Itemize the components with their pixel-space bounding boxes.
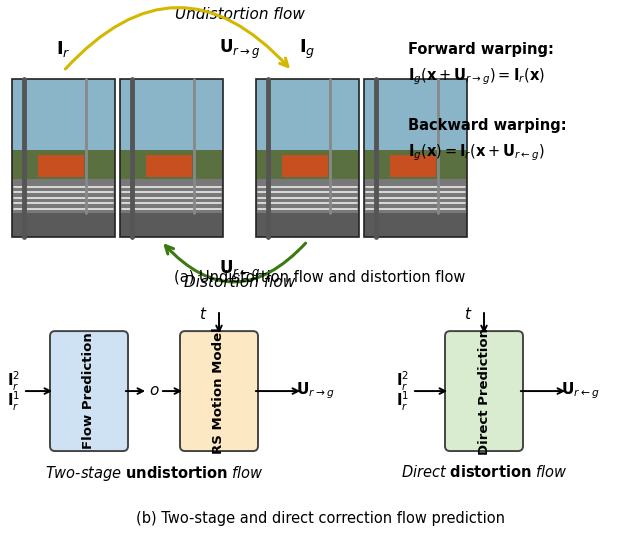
FancyBboxPatch shape xyxy=(12,150,115,178)
Text: $\mathbf{U}_{r\leftarrow g}$: $\mathbf{U}_{r\leftarrow g}$ xyxy=(219,259,260,282)
Text: $t$: $t$ xyxy=(464,306,472,322)
FancyBboxPatch shape xyxy=(146,155,192,177)
FancyBboxPatch shape xyxy=(364,150,467,178)
Text: Flow Prediction: Flow Prediction xyxy=(83,333,95,450)
Text: $\mathbf{I}_g(\mathbf{x})=\mathbf{I}_r(\mathbf{x}+\mathbf{U}_{r\leftarrow g})$: $\mathbf{I}_g(\mathbf{x})=\mathbf{I}_r(\… xyxy=(408,142,545,162)
Text: Distortion flow: Distortion flow xyxy=(184,275,295,290)
Text: $\mathbf{I}_r^2$: $\mathbf{I}_r^2$ xyxy=(7,369,20,393)
Text: $\mathbf{U}_{r\rightarrow g}$: $\mathbf{U}_{r\rightarrow g}$ xyxy=(219,38,260,61)
FancyBboxPatch shape xyxy=(364,213,467,237)
FancyBboxPatch shape xyxy=(120,79,223,150)
Text: Direct Prediction: Direct Prediction xyxy=(477,327,490,455)
Text: Forward warping:: Forward warping: xyxy=(408,42,554,57)
FancyBboxPatch shape xyxy=(364,178,467,213)
Text: $\mathbf{I}_g(\mathbf{x}+\mathbf{U}_{r\rightarrow g})=\mathbf{I}_r(\mathbf{x})$: $\mathbf{I}_g(\mathbf{x}+\mathbf{U}_{r\r… xyxy=(408,66,545,87)
Text: $\mathbf{I}_r^1$: $\mathbf{I}_r^1$ xyxy=(7,390,20,413)
Text: $\mathbf{I}_r^1$: $\mathbf{I}_r^1$ xyxy=(396,390,409,413)
FancyBboxPatch shape xyxy=(38,155,84,177)
Text: RS Motion Model: RS Motion Model xyxy=(212,327,225,455)
Text: $\mathbf{I}_r^2$: $\mathbf{I}_r^2$ xyxy=(396,369,409,393)
Text: $\mathbf{I}_r$: $\mathbf{I}_r$ xyxy=(56,39,71,59)
FancyBboxPatch shape xyxy=(390,155,436,177)
FancyBboxPatch shape xyxy=(120,150,223,178)
Text: (b) Two-stage and direct correction flow prediction: (b) Two-stage and direct correction flow… xyxy=(136,511,504,526)
Text: Direct $\mathit{\mathbf{distortion}}$ flow: Direct $\mathit{\mathbf{distortion}}$ fl… xyxy=(401,464,567,480)
Text: $o$: $o$ xyxy=(148,384,159,398)
FancyBboxPatch shape xyxy=(12,79,115,150)
Text: (a) Undistortion flow and distortion flow: (a) Undistortion flow and distortion flo… xyxy=(174,269,466,284)
Text: $\mathbf{I}_g$: $\mathbf{I}_g$ xyxy=(300,38,316,61)
FancyBboxPatch shape xyxy=(12,213,115,237)
Text: Undistortion flow: Undistortion flow xyxy=(175,7,305,22)
FancyBboxPatch shape xyxy=(50,331,128,451)
Text: Backward warping:: Backward warping: xyxy=(408,118,566,133)
FancyBboxPatch shape xyxy=(180,331,258,451)
FancyBboxPatch shape xyxy=(364,79,467,150)
FancyBboxPatch shape xyxy=(12,178,115,213)
FancyBboxPatch shape xyxy=(120,213,223,237)
FancyBboxPatch shape xyxy=(120,178,223,213)
FancyBboxPatch shape xyxy=(256,150,359,178)
FancyBboxPatch shape xyxy=(445,331,523,451)
Text: $\mathbf{U}_{r\leftarrow g}$: $\mathbf{U}_{r\leftarrow g}$ xyxy=(561,381,599,401)
FancyBboxPatch shape xyxy=(256,79,359,150)
FancyBboxPatch shape xyxy=(256,178,359,213)
FancyBboxPatch shape xyxy=(256,213,359,237)
Text: $\mathbf{U}_{r\rightarrow g}$: $\mathbf{U}_{r\rightarrow g}$ xyxy=(296,381,334,401)
FancyBboxPatch shape xyxy=(282,155,328,177)
Text: $t$: $t$ xyxy=(199,306,207,322)
Text: Two-stage $\mathit{\mathbf{undistortion}}$ flow: Two-stage $\mathit{\mathbf{undistortion}… xyxy=(45,464,264,483)
